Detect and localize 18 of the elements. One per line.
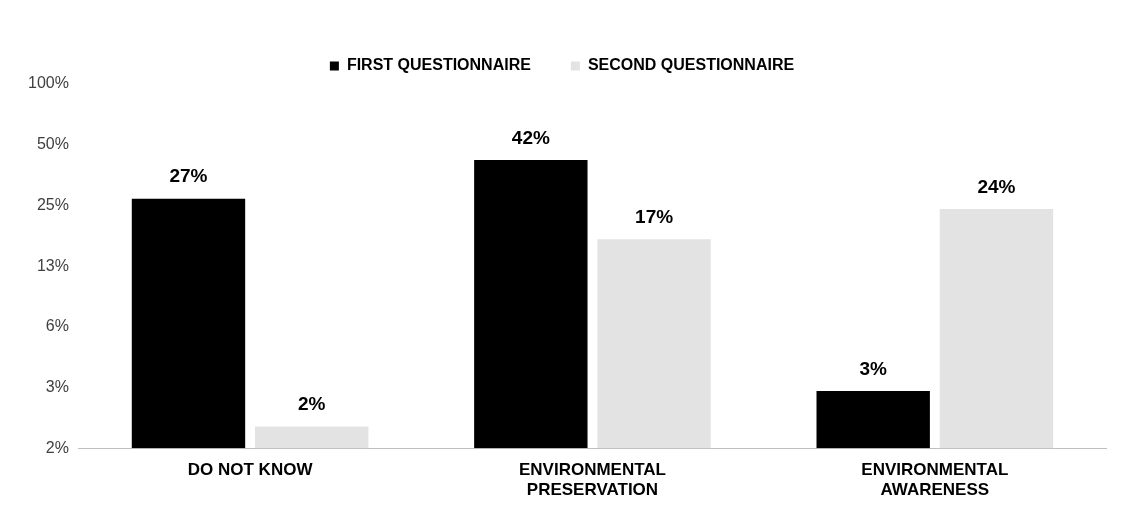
y-tick-label: 50% <box>36 135 69 153</box>
data-label: 27% <box>169 165 208 187</box>
y-tick-label: 3% <box>45 377 69 395</box>
x-tick-label: DO NOT KNOW <box>187 460 314 480</box>
data-label: 24% <box>977 175 1016 197</box>
legend-label: SECOND QUESTIONNAIRE <box>587 56 795 74</box>
y-tick-label: 6% <box>45 317 69 335</box>
data-label: 42% <box>511 126 550 148</box>
x-tick-label: ENVIRONMENTAL AWARENESS <box>861 460 1009 500</box>
y-tick-label: 13% <box>36 256 69 274</box>
data-label: 3% <box>859 357 888 379</box>
data-label: 17% <box>635 205 674 227</box>
y-tick-label: 25% <box>36 195 69 213</box>
x-tick-label: ENVIRONMENTAL PRESERVATION <box>518 460 666 500</box>
y-tick-label: 2% <box>45 438 69 456</box>
y-tick-label: 100% <box>28 74 69 92</box>
legend-label: FIRST QUESTIONNAIRE <box>346 56 532 74</box>
data-label: 2% <box>297 393 326 415</box>
